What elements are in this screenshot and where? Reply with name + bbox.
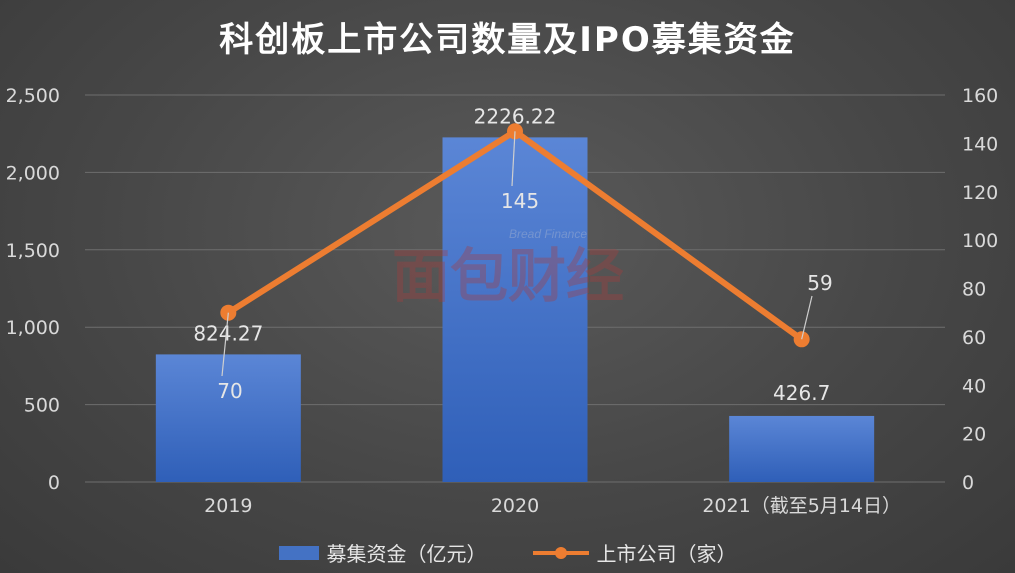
bar-data-label: 426.7 <box>773 381 830 405</box>
bar <box>729 415 875 482</box>
y-right-tick-label: 100 <box>962 230 998 252</box>
watermark-logo: 面包财经 <box>392 242 624 310</box>
x-tick-label: 2019 <box>204 495 252 517</box>
y-left-tick-label: 1,000 <box>6 317 60 339</box>
x-tick-label: 2021（截至5月14日） <box>702 495 901 517</box>
y-right-tick-label: 60 <box>962 327 986 349</box>
y-left-tick-label: 500 <box>24 395 60 417</box>
legend-bar-swatch <box>278 545 319 560</box>
bar <box>155 354 301 482</box>
y-right-tick-label: 140 <box>962 133 998 155</box>
y-right-tick-label: 40 <box>962 375 986 397</box>
y-right-tick-label: 0 <box>962 472 974 494</box>
y-left-tick-label: 1,500 <box>6 240 60 262</box>
line-label-leader <box>221 312 229 377</box>
line-data-label: 70 <box>217 379 242 403</box>
line-label-leader <box>511 131 516 187</box>
chart-legend: 募集资金（亿元） 上市公司（家） <box>0 538 1015 567</box>
y-right-tick-label: 20 <box>962 424 986 446</box>
y-right-tick-label: 120 <box>962 182 998 204</box>
watermark-subtitle: Bread Finance <box>509 227 587 241</box>
legend-bar-label: 募集资金（亿元） <box>326 542 487 566</box>
legend-item-line[interactable]: 上市公司（家） <box>532 538 737 567</box>
y-right-tick-label: 160 <box>962 85 998 107</box>
legend-item-bar[interactable]: 募集资金（亿元） <box>278 538 487 567</box>
line-data-label: 59 <box>807 271 832 295</box>
bar <box>442 137 588 482</box>
line-data-label: 145 <box>501 189 539 213</box>
x-tick-label: 2020 <box>491 495 539 517</box>
y-left-tick-label: 2,000 <box>6 162 60 184</box>
line-label-leader <box>801 295 813 340</box>
y-right-tick-label: 80 <box>962 279 986 301</box>
legend-line-label: 上市公司（家） <box>596 542 737 566</box>
legend-line-swatch <box>532 546 589 560</box>
bar-data-label: 824.27 <box>193 321 263 345</box>
chart-title: 科创板上市公司数量及IPO募集资金 <box>219 20 796 60</box>
bar-data-label: 2226.22 <box>474 104 557 128</box>
y-left-tick-label: 0 <box>48 472 60 494</box>
y-left-tick-label: 2,500 <box>6 85 60 107</box>
